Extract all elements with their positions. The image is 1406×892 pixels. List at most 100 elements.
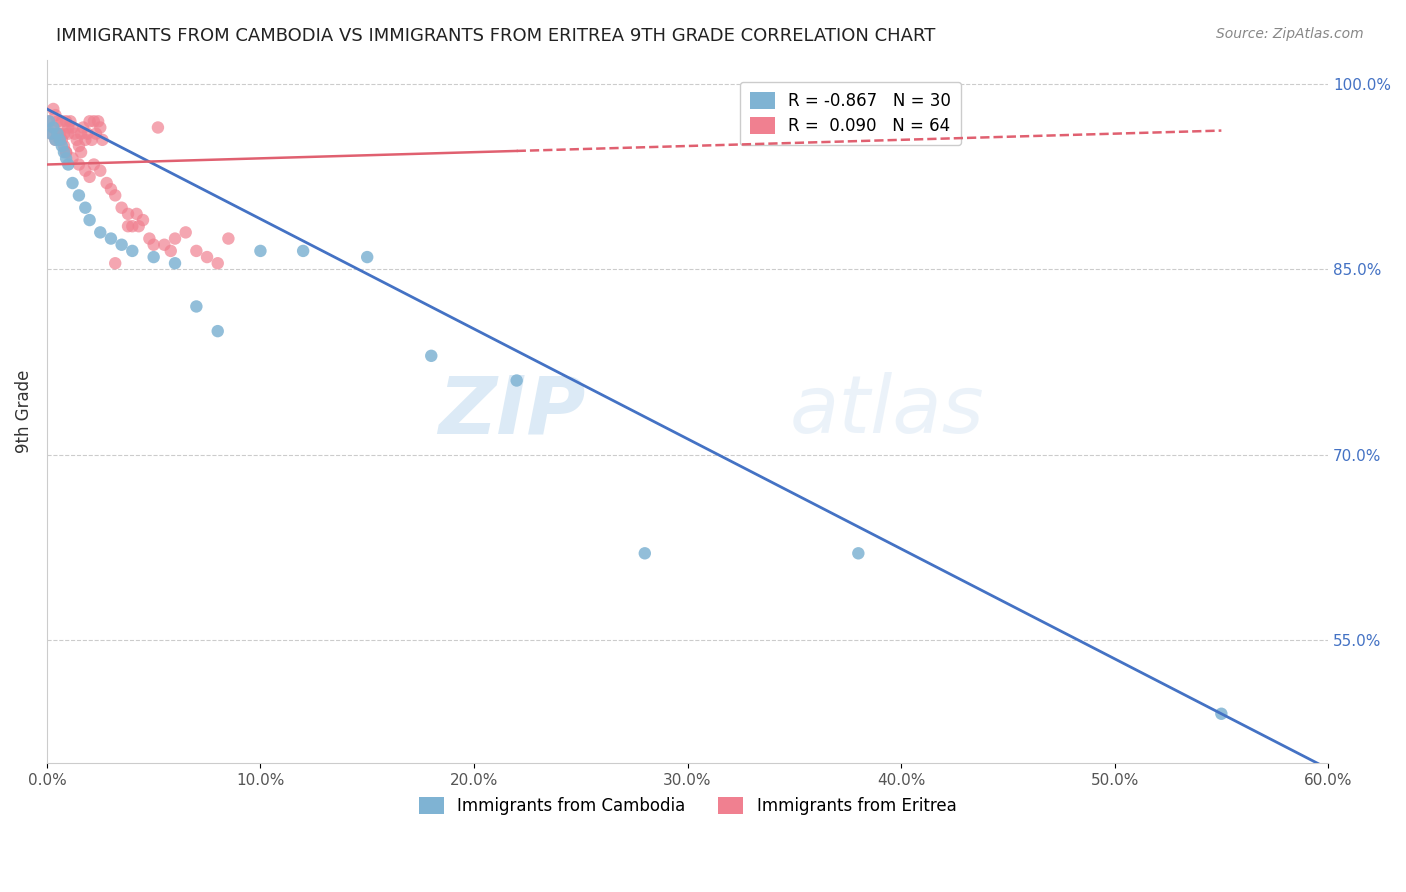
Point	[146, 120, 169, 135]
Point	[128, 219, 150, 234]
Point	[117, 207, 139, 221]
Point	[174, 226, 197, 240]
Point	[356, 250, 378, 264]
Point	[67, 157, 90, 171]
Point	[42, 120, 65, 135]
Point	[67, 188, 90, 202]
Point	[100, 182, 122, 196]
Point	[84, 127, 107, 141]
Point	[159, 244, 181, 258]
Point	[292, 244, 315, 258]
Point	[505, 374, 527, 388]
Point	[38, 114, 60, 128]
Text: atlas: atlas	[790, 372, 984, 450]
Point	[121, 219, 143, 234]
Point	[75, 201, 97, 215]
Point	[186, 244, 208, 258]
Point	[58, 120, 80, 135]
Point	[111, 237, 134, 252]
Point	[111, 201, 134, 215]
Point	[79, 169, 101, 184]
Point	[39, 127, 62, 141]
Point	[44, 133, 66, 147]
Point	[100, 231, 122, 245]
Point	[52, 139, 75, 153]
Point	[51, 139, 73, 153]
Point	[42, 102, 65, 116]
Point	[142, 250, 165, 264]
Point	[70, 127, 93, 141]
Point	[207, 256, 229, 270]
Point	[163, 256, 186, 270]
Point	[48, 127, 70, 141]
Point	[67, 139, 90, 153]
Point	[46, 114, 69, 128]
Point	[117, 219, 139, 234]
Point	[46, 127, 69, 141]
Point	[83, 157, 105, 171]
Point	[39, 127, 62, 141]
Point	[63, 127, 86, 141]
Point	[249, 244, 271, 258]
Point	[58, 127, 80, 141]
Point	[132, 213, 155, 227]
Point	[51, 114, 73, 128]
Point	[44, 108, 66, 122]
Point	[142, 237, 165, 252]
Point	[80, 133, 103, 147]
Point	[846, 546, 869, 560]
Point	[44, 133, 66, 147]
Point	[48, 133, 70, 147]
Point	[163, 231, 186, 245]
Point	[89, 120, 111, 135]
Point	[104, 188, 127, 202]
Text: ZIP: ZIP	[437, 372, 585, 450]
Point	[89, 163, 111, 178]
Point	[121, 244, 143, 258]
Point	[138, 231, 160, 245]
Text: IMMIGRANTS FROM CAMBODIA VS IMMIGRANTS FROM ERITREA 9TH GRADE CORRELATION CHART: IMMIGRANTS FROM CAMBODIA VS IMMIGRANTS F…	[56, 27, 935, 45]
Point	[195, 250, 218, 264]
Point	[75, 133, 97, 147]
Point	[55, 114, 77, 128]
Point	[46, 127, 69, 141]
Point	[75, 163, 97, 178]
Point	[55, 145, 77, 160]
Point	[96, 176, 118, 190]
Point	[76, 127, 98, 141]
Point	[48, 133, 70, 147]
Point	[125, 207, 148, 221]
Point	[72, 120, 94, 135]
Y-axis label: 9th Grade: 9th Grade	[15, 369, 32, 453]
Point	[55, 145, 77, 160]
Point	[420, 349, 443, 363]
Text: Source: ZipAtlas.com: Source: ZipAtlas.com	[1216, 27, 1364, 41]
Point	[91, 133, 114, 147]
Point	[42, 120, 65, 135]
Point	[634, 546, 657, 560]
Legend: Immigrants from Cambodia, Immigrants from Eritrea: Immigrants from Cambodia, Immigrants fro…	[409, 787, 966, 825]
Point	[62, 152, 84, 166]
Point	[58, 157, 80, 171]
Point	[51, 133, 73, 147]
Point	[79, 213, 101, 227]
Point	[1211, 706, 1233, 721]
Point	[186, 300, 208, 314]
Point	[59, 114, 82, 128]
Point	[62, 176, 84, 190]
Point	[104, 256, 127, 270]
Point	[87, 114, 110, 128]
Point	[52, 127, 75, 141]
Point	[55, 152, 77, 166]
Point	[38, 114, 60, 128]
Point	[70, 145, 93, 160]
Point	[153, 237, 176, 252]
Point	[79, 114, 101, 128]
Point	[66, 133, 89, 147]
Point	[62, 120, 84, 135]
Point	[217, 231, 239, 245]
Point	[52, 145, 75, 160]
Point	[89, 226, 111, 240]
Point	[207, 324, 229, 338]
Point	[83, 114, 105, 128]
